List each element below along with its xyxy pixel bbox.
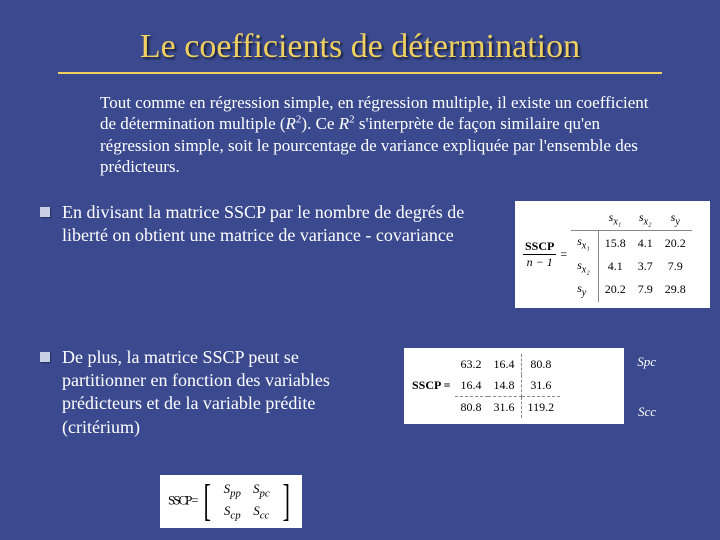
bullet-icon [40, 207, 50, 217]
sscp-lhs: SSCP = [412, 378, 451, 393]
bc-10-sub: cp [230, 510, 240, 522]
equals-sign: = [560, 247, 567, 262]
p-2-2: 119.2 [521, 396, 560, 418]
bc-01-sub: pc [259, 487, 269, 499]
p-2-0: 80.8 [455, 396, 488, 418]
cell-1-2: 7.9 [659, 255, 692, 278]
p-1-1: 14.8 [488, 375, 522, 397]
intro-paragraph: Tout comme en régression simple, en régr… [0, 92, 720, 177]
row-h-3-sub: y [582, 288, 586, 299]
col-h-3-sub: y [675, 216, 679, 227]
p-2-1: 31.6 [488, 396, 522, 418]
p-0-1: 16.4 [488, 354, 522, 375]
left-bracket-icon: [ [203, 481, 210, 521]
r-symbol-1: R [286, 114, 296, 133]
row-h-2-sub: x₂ [582, 264, 590, 275]
cell-0-2: 20.2 [659, 231, 692, 255]
col-h-1-sub: x₁ [613, 216, 621, 227]
p-0-2: 80.8 [521, 354, 560, 375]
p-1-0: 16.4 [455, 375, 488, 397]
cell-0-1: 4.1 [632, 231, 659, 255]
row-h-1-sub: x₁ [582, 241, 590, 252]
bottom-equation-figure: SSCP = [ Spp Spc Scp Scc ] [160, 475, 302, 528]
cell-1-0: 4.1 [598, 255, 632, 278]
bullet-icon [40, 352, 50, 362]
cell-2-2: 29.8 [659, 278, 692, 301]
frac-bot: n − 1 [523, 255, 556, 270]
covariance-matrix-figure: SSCP n − 1 = sx₁ sx₂ sy sx₁ 15.8 4.1 20.… [515, 201, 710, 308]
cov-table: sx₁ sx₂ sy sx₁ 15.8 4.1 20.2 sx₂ 4.1 3.7… [571, 207, 692, 302]
cell-1-1: 3.7 [632, 255, 659, 278]
frac-top: SSCP [523, 239, 556, 255]
part-table: 63.2 16.4 80.8 16.4 14.8 31.6 80.8 31.6 … [455, 354, 561, 418]
p-1-2: 31.6 [521, 375, 560, 397]
cell-2-1: 7.9 [632, 278, 659, 301]
partitioned-matrix-figure: SSCP = 63.2 16.4 80.8 16.4 14.8 31.6 80.… [404, 348, 624, 424]
bullet-row-2: De plus, la matrice SSCP peut se partiti… [0, 308, 720, 440]
col-h-2-sub: x₂ [644, 216, 652, 227]
slide-title: Le coefficients de détermination [0, 0, 720, 72]
bullet-text-2: De plus, la matrice SSCP peut se partiti… [62, 346, 392, 440]
cell-2-0: 20.2 [598, 278, 632, 301]
cell-0-0: 15.8 [598, 231, 632, 255]
right-bracket-icon: ] [283, 481, 290, 521]
p-0-0: 63.2 [455, 354, 488, 375]
r-symbol-2: R [339, 114, 349, 133]
bc-00-sub: pp [230, 487, 241, 499]
label-scc: Scc [638, 404, 656, 420]
bullet-row-1: En divisant la matrice SSCP par le nombr… [0, 177, 720, 308]
label-spc: Spc [637, 354, 656, 370]
title-underline [58, 72, 662, 74]
bc-11-sub: cc [260, 510, 270, 522]
intro-text-2: ). Ce [301, 114, 338, 133]
beq-lhs: SSCP = [168, 492, 196, 507]
bullet-text-1: En divisant la matrice SSCP par le nombr… [62, 201, 503, 248]
